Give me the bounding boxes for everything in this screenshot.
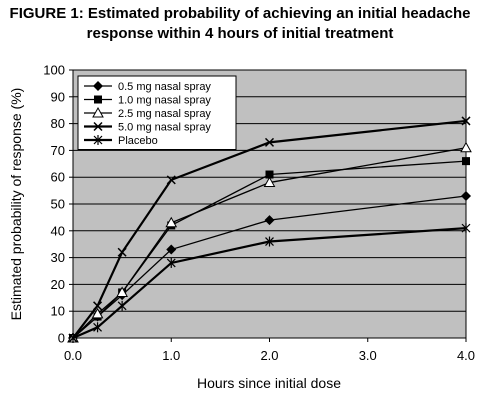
series-point-2-5-mg-nasal-spray-5 [460, 141, 472, 153]
series-point-5-0-mg-nasal-spray-5 [461, 116, 471, 126]
series-point-5-0-mg-nasal-spray-3-stroke-b [166, 175, 176, 185]
series-point-5-0-mg-nasal-spray-3 [166, 175, 176, 185]
series-point-5-0-mg-nasal-spray-4 [264, 137, 275, 147]
series-point-5-0-mg-nasal-spray-5-stroke-b [461, 116, 471, 126]
legend-label-0-5-mg-nasal-spray: 0.5 mg nasal spray [118, 81, 211, 93]
y-tick-label-50: 50 [51, 197, 65, 212]
y-tick-label-60: 60 [51, 170, 65, 185]
series-line-5-0-mg-nasal-spray [72, 119, 467, 339]
series-point-1-0-mg-nasal-spray-4 [265, 170, 274, 179]
series-placebo [68, 223, 471, 343]
series-point-placebo-5 [461, 223, 471, 234]
chart-title-line-1: FIGURE 1: Estimated probability of achie… [9, 5, 471, 22]
series-2-5-mg-nasal-spray [67, 141, 472, 343]
series-point-2-5-mg-nasal-spray-1 [91, 307, 104, 319]
chart-title: FIGURE 1: Estimated probability of achie… [0, 4, 480, 44]
y-tick-label-20: 20 [51, 277, 65, 292]
series-point-5-0-mg-nasal-spray-1 [93, 301, 103, 311]
x-tick-label-3.0: 3.0 [359, 348, 377, 363]
y-tick-label-80: 80 [51, 116, 65, 131]
series-point-2-5-mg-nasal-spray-4 [263, 176, 276, 188]
series-point-placebo-2 [117, 300, 127, 311]
legend-label-placebo: Placebo [118, 135, 158, 147]
series-point-placebo-4 [265, 236, 274, 247]
legend-label-2-5-mg-nasal-spray: 2.5 mg nasal spray [118, 108, 211, 120]
series-point-0-5-mg-nasal-spray-3 [166, 244, 177, 255]
y-tick-label-10: 10 [51, 304, 65, 319]
series-line-1-0-mg-nasal-spray [72, 160, 467, 339]
legend-label-1-0-mg-nasal-spray: 1.0 mg nasal spray [118, 95, 211, 107]
series-point-1-0-mg-nasal-spray-5 [462, 157, 470, 166]
legend-marker-2-5-mg-nasal-spray [92, 106, 104, 118]
legend: 0.5 mg nasal spray 1.0 mg nasal spray2.5 … [77, 75, 237, 150]
y-axis-ticks: 0 10 20 30 40 50 60 70 80 90 100 [43, 63, 73, 346]
y-tick-label-0: 0 [58, 331, 65, 346]
legend-marker-5-0-mg-nasal-spray [93, 121, 103, 132]
x-tick-label-0.0: 0.0 [64, 348, 82, 363]
y-tick-label-70: 70 [51, 143, 65, 158]
legend-label-5-0-mg-nasal-spray: 5.0 mg nasal spray [118, 122, 211, 134]
chart-title-line-2: response within 4 hours of initial treat… [86, 25, 394, 42]
series-point-2-5-mg-nasal-spray-2 [116, 286, 128, 297]
series-point-5-0-mg-nasal-spray-1-stroke-b [93, 301, 103, 311]
series-point-placebo-1 [93, 322, 102, 333]
legend-marker-placebo [93, 135, 103, 145]
series-point-0-5-mg-nasal-spray-5 [461, 190, 471, 201]
series-point-placebo-3 [166, 257, 176, 268]
series-point-5-0-mg-nasal-spray-2 [117, 247, 127, 257]
x-axis-label: Hours since initial dose [197, 375, 341, 391]
x-tick-label-1.0: 1.0 [162, 348, 180, 363]
series-point-0-5-mg-nasal-spray-4 [264, 215, 275, 226]
series-layer [67, 116, 472, 343]
legend-marker-5-0-mg-nasal-spray-stroke-b [93, 121, 103, 132]
y-tick-label-40: 40 [51, 223, 65, 238]
y-tick-label-100: 100 [43, 63, 65, 78]
series-line-placebo [72, 227, 467, 340]
y-tick-label-30: 30 [51, 250, 65, 265]
legend-marker-0-5-mg-nasal-spray [93, 81, 103, 91]
x-tick-label-2.0: 2.0 [260, 348, 278, 363]
legend-marker-1-0-mg-nasal-spray [94, 95, 102, 104]
series-point-5-0-mg-nasal-spray-2-stroke-b [117, 247, 127, 257]
series-point-5-0-mg-nasal-spray-4-stroke-b [264, 137, 275, 147]
x-tick-label-4.0: 4.0 [457, 348, 475, 363]
y-tick-label-90: 90 [51, 89, 65, 104]
series-point-placebo-0 [68, 333, 78, 343]
series-point-2-5-mg-nasal-spray-3 [165, 216, 178, 228]
x-axis-ticks: 0.0 1.0 2.0 3.0 4.0 [64, 338, 475, 363]
y-axis-label: Estimated probability of response (%) [8, 88, 24, 321]
